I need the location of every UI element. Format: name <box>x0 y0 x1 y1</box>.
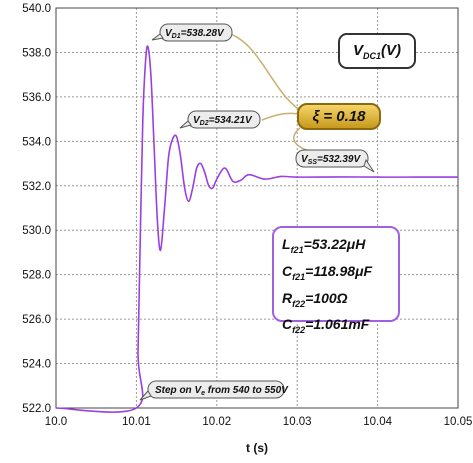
svg-text:Step on Ve from 540 to 550V: Step on Ve from 540 to 550V <box>155 385 289 397</box>
callout-vd2: VD2=534.21V <box>179 110 261 129</box>
connector-vd1 <box>223 31 301 111</box>
filter-parameters-box: Lf21=53.22μH Cf21=118.98μF Rf22=100Ω Cf2… <box>272 226 400 335</box>
x-tick-label: 10.03 <box>283 416 312 428</box>
x-tick-label: 10.05 <box>444 416 473 428</box>
plot-frame <box>55 7 459 409</box>
x-axis-ticks: 10.0 10.01 10.02 10.03 10.04 10.05 <box>45 416 473 428</box>
x-axis-title: t (s) <box>246 441 268 455</box>
param-line: Cf22=1.061mF <box>282 316 370 336</box>
svg-text:VD1=538.28V: VD1=538.28V <box>165 28 225 40</box>
callout-step: Step on Ve from 540 to 550V <box>139 380 289 401</box>
series-line-vdc1 <box>55 45 458 413</box>
callout-vd1: VD1=538.28V <box>151 23 233 42</box>
y-axis-ticks: 522.0 524.0 526.0 528.0 530.0 532.0 534.0 536.0… <box>22 3 51 415</box>
param-line: Lf21=53.22μH <box>282 236 366 255</box>
y-tick-label: 536.0 <box>22 92 51 104</box>
y-tick-label: 522.0 <box>22 403 51 415</box>
y-tick-label: 540.0 <box>22 3 51 15</box>
y-tick-label: 524.0 <box>22 359 51 371</box>
series-legend: VDC1(V) <box>338 33 416 69</box>
x-tick-label: 10.0 <box>45 416 67 428</box>
y-tick-label: 538.0 <box>22 47 51 59</box>
callout-vss: VSS=532.39V <box>295 149 375 173</box>
y-tick-label: 530.0 <box>22 225 51 237</box>
y-tick-label: 528.0 <box>22 270 51 282</box>
y-tick-label: 532.0 <box>22 181 51 193</box>
damping-ratio-label: ξ = 0.18 <box>297 103 381 130</box>
svg-text:VSS=532.39V: VSS=532.39V <box>301 154 361 166</box>
y-tick-label: 534.0 <box>22 136 51 148</box>
param-line: Cf21=118.98μF <box>282 262 373 282</box>
y-tick-label: 526.0 <box>22 314 51 326</box>
svg-text:VD2=534.21V: VD2=534.21V <box>193 115 253 127</box>
param-line: Rf22=100Ω <box>282 289 348 309</box>
x-tick-label: 10.01 <box>122 416 151 428</box>
x-tick-label: 10.04 <box>363 416 392 428</box>
x-tick-label: 10.02 <box>202 416 231 428</box>
connector-vd2 <box>261 112 299 121</box>
